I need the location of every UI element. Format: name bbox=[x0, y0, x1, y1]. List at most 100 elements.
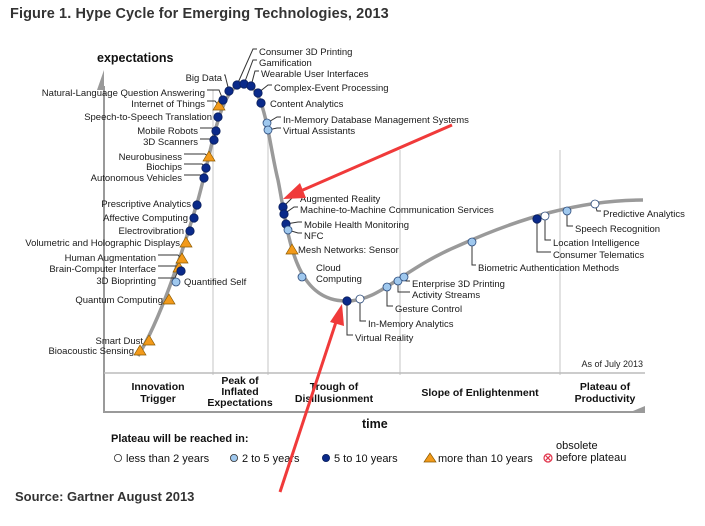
phase-label: Innovation bbox=[131, 381, 184, 393]
marker-5to10 bbox=[213, 112, 223, 122]
legend-marker-gt10 bbox=[423, 452, 437, 463]
as-of-label: As of July 2013 bbox=[581, 359, 643, 369]
marker-5to10 bbox=[201, 163, 211, 173]
tech-label: Smart Dust bbox=[95, 336, 143, 347]
legend-label: before plateau bbox=[556, 452, 626, 464]
marker-gt10 bbox=[285, 243, 299, 255]
marker-5to10 bbox=[342, 296, 352, 306]
leader-line bbox=[471, 242, 476, 266]
tech-label: Neurobusiness bbox=[119, 152, 183, 163]
tech-label: Computing bbox=[316, 274, 362, 285]
marker-2to5 bbox=[562, 206, 572, 216]
legend-marker-lt2 bbox=[114, 453, 123, 462]
tech-label: In-Memory Analytics bbox=[368, 319, 454, 330]
annotation-arrow-1 bbox=[295, 123, 453, 195]
tech-label: Gamification bbox=[259, 58, 312, 69]
marker-2to5 bbox=[171, 277, 181, 287]
tech-label: Biometric Authentication Methods bbox=[478, 263, 619, 274]
phase-label: Expectations bbox=[207, 397, 273, 409]
marker-5to10 bbox=[176, 266, 186, 276]
phase-label: Plateau of bbox=[580, 381, 631, 393]
tech-label: Virtual Assistants bbox=[283, 126, 355, 137]
leader-line bbox=[236, 48, 257, 86]
tech-label: 3D Bioprinting bbox=[96, 276, 156, 287]
leader-line bbox=[536, 219, 551, 253]
legend-marker-2to5 bbox=[229, 453, 238, 462]
annotation-arrows bbox=[278, 123, 453, 493]
tech-label: Prescriptive Analytics bbox=[101, 199, 191, 210]
tech-label: Mobile Health Monitoring bbox=[304, 220, 409, 231]
legend-marker-obsolete-x bbox=[545, 455, 551, 461]
tech-label: Autonomous Vehicles bbox=[91, 173, 183, 184]
tech-label: Virtual Reality bbox=[355, 333, 414, 344]
tech-label: Human Augmentation bbox=[65, 253, 156, 264]
marker-lt2 bbox=[540, 211, 550, 221]
leader-lines bbox=[158, 48, 601, 336]
marker-gt10 bbox=[142, 334, 156, 346]
marker-2to5 bbox=[297, 272, 307, 282]
tech-label: Augmented Reality bbox=[300, 194, 381, 205]
marker-5to10 bbox=[279, 209, 289, 219]
leader-line bbox=[250, 70, 259, 87]
tech-label: Predictive Analytics bbox=[603, 209, 685, 220]
tech-label: Wearable User Interfaces bbox=[261, 69, 369, 80]
tech-label: Enterprise 3D Printing bbox=[412, 279, 505, 290]
tech-label: Big Data bbox=[186, 73, 223, 84]
leader-line bbox=[184, 153, 210, 158]
phase-label: Trough of bbox=[310, 381, 359, 393]
marker-2to5 bbox=[283, 225, 293, 235]
tech-label: Consumer 3D Printing bbox=[259, 47, 352, 58]
marker-5to10 bbox=[185, 226, 195, 236]
leader-line bbox=[359, 299, 366, 322]
tech-label: Electrovibration bbox=[119, 226, 184, 237]
legend-label: 5 to 10 years bbox=[334, 453, 398, 465]
tech-label: Affective Computing bbox=[103, 213, 188, 224]
hype-curve bbox=[136, 82, 644, 357]
y-axis-label: expectations bbox=[97, 51, 173, 65]
source-caption: Source: Gartner August 2013 bbox=[15, 489, 195, 504]
tech-label: Speech Recognition bbox=[575, 224, 660, 235]
tech-label: Machine-to-Machine Communication Service… bbox=[300, 205, 494, 216]
marker-5to10 bbox=[256, 98, 266, 108]
phase-label: Slope of Enlightenment bbox=[421, 387, 539, 399]
legend-label: 2 to 5 years bbox=[242, 453, 300, 465]
marker-5to10 bbox=[209, 135, 219, 145]
tech-label: Natural-Language Question Answering bbox=[42, 88, 205, 99]
leader-line bbox=[386, 287, 393, 307]
phase-label: Disillusionment bbox=[295, 393, 374, 405]
tech-label: Quantum Computing bbox=[75, 295, 163, 306]
tech-label: In-Memory Database Management Systems bbox=[283, 115, 469, 126]
tech-label: Cloud bbox=[316, 263, 341, 274]
marker-5to10 bbox=[253, 88, 263, 98]
leader-line bbox=[544, 216, 551, 241]
axes bbox=[97, 70, 645, 413]
marker-2to5 bbox=[399, 272, 409, 282]
marker-lt2 bbox=[355, 294, 365, 304]
marker-gt10 bbox=[175, 252, 189, 264]
legend-marker-5to10 bbox=[321, 453, 330, 462]
marker-gt10 bbox=[179, 236, 193, 248]
marker-gt10 bbox=[212, 99, 226, 111]
tech-label: Location Intelligence bbox=[553, 238, 640, 249]
marker-gt10 bbox=[202, 150, 216, 162]
phase-label: Productivity bbox=[575, 393, 636, 405]
marker-lt2 bbox=[590, 199, 600, 209]
tech-label: Content Analytics bbox=[270, 99, 344, 110]
marker-gt10 bbox=[162, 293, 176, 305]
leader-line bbox=[243, 59, 257, 85]
tech-label: Consumer Telematics bbox=[553, 250, 644, 261]
tech-label: Quantified Self bbox=[184, 277, 247, 288]
marker-5to10 bbox=[532, 214, 542, 224]
leader-line bbox=[346, 301, 353, 336]
tech-label: Bioacoustic Sensing bbox=[48, 346, 134, 357]
legend-label: obsolete bbox=[556, 440, 598, 452]
phase-label: Trigger bbox=[140, 393, 176, 405]
tech-label: Biochips bbox=[146, 162, 182, 173]
marker-2to5 bbox=[467, 237, 477, 247]
leader-line bbox=[566, 211, 573, 227]
marker-gt10 bbox=[133, 344, 147, 356]
legend-label: more than 10 years bbox=[438, 453, 533, 465]
